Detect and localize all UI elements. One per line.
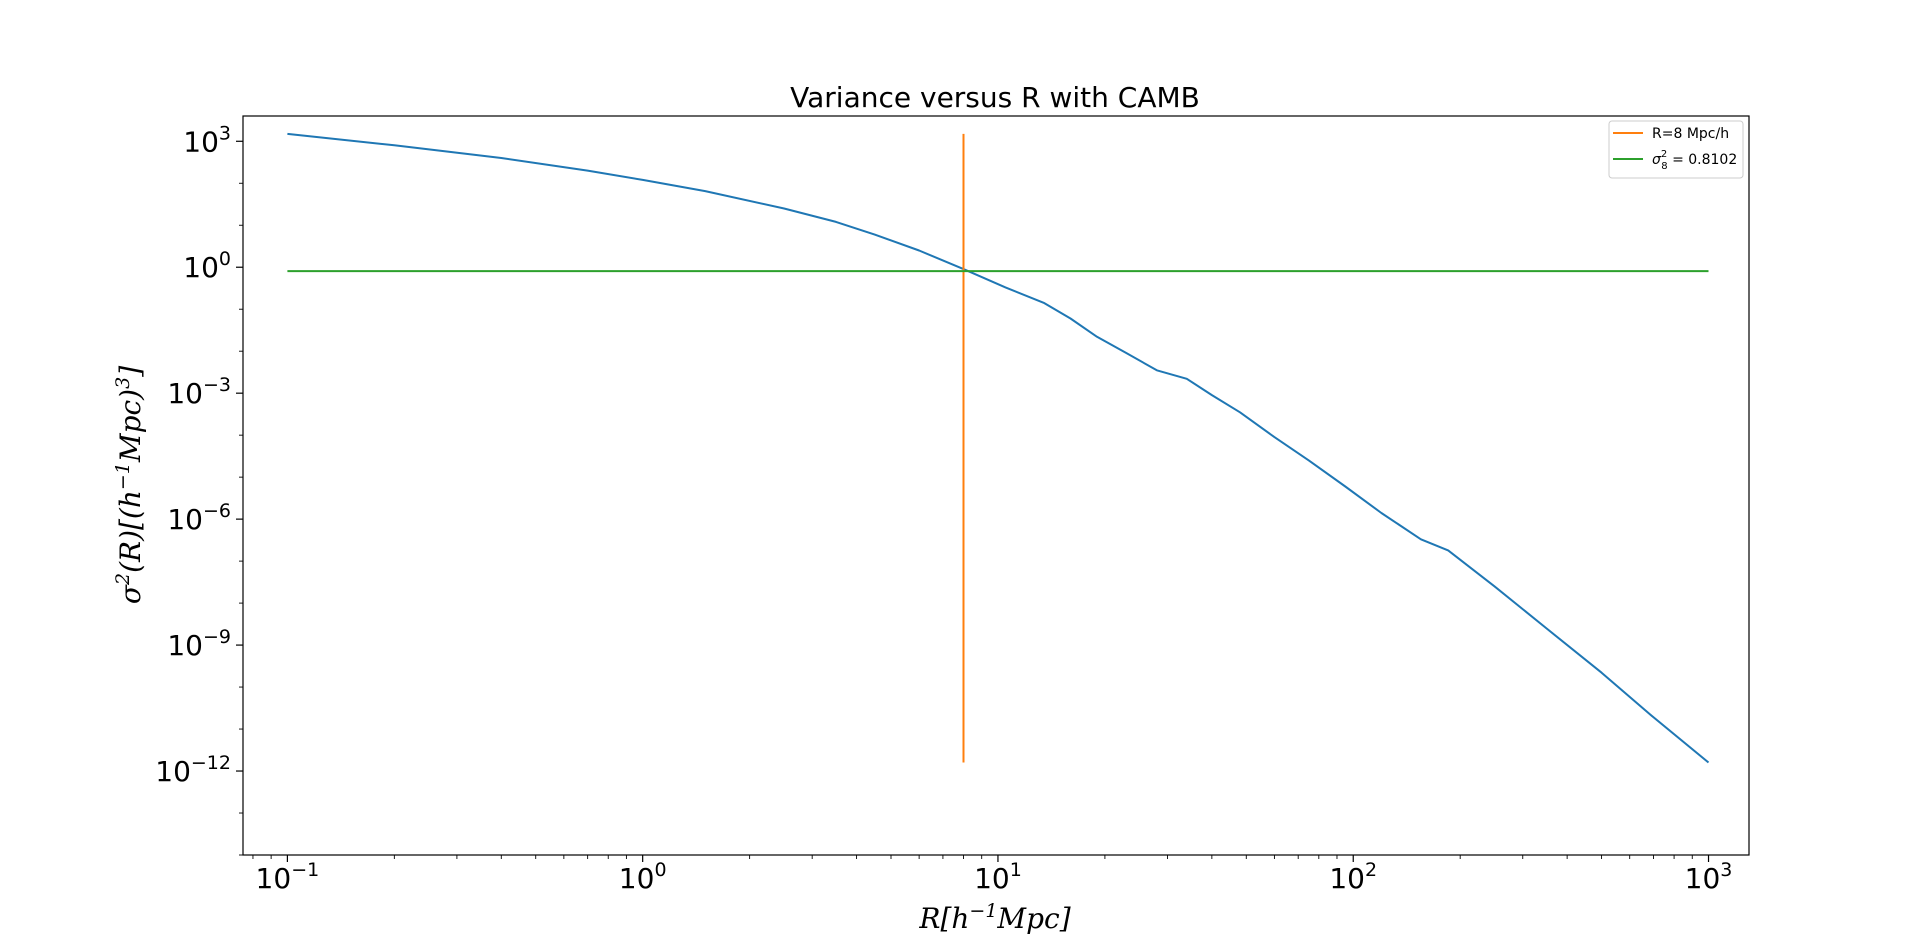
legend-label-sigma8: σ2 8 = 0.8102 — [1652, 149, 1737, 172]
x-axis-label: R[h−1Mpc] — [918, 900, 1070, 935]
legend-box — [1608, 120, 1744, 179]
x-tick-label: 103 — [1685, 859, 1733, 895]
x-tick-label: 10−1 — [256, 859, 320, 895]
y-tick-label: 103 — [183, 122, 231, 158]
series-layer — [287, 132, 1710, 764]
y-tick-label: 10−12 — [155, 752, 231, 788]
y-tick-label: 10−9 — [167, 626, 231, 662]
plot-frame — [242, 115, 1750, 856]
legend: R=8 Mpc/h σ2 8 = 0.8102 — [1608, 120, 1744, 179]
y-axis-ticks: 103 100 10−3 10−6 10−9 10−12 — [155, 122, 243, 856]
y-tick-label: 10−6 — [167, 500, 231, 536]
x-tick-label: 102 — [1329, 859, 1377, 895]
chart-title: Variance versus R with CAMB — [790, 81, 1200, 114]
x-axis-ticks: 10−1 100 101 102 103 — [252, 855, 1733, 895]
y-tick-label: 10−3 — [167, 374, 231, 410]
x-tick-label: 100 — [619, 859, 667, 895]
y-tick-label: 100 — [183, 248, 231, 284]
variance-curve — [287, 132, 1710, 764]
legend-label-r8: R=8 Mpc/h — [1652, 126, 1729, 142]
x-tick-label: 101 — [974, 859, 1022, 895]
y-axis-label: σ2(R)[(h−1Mpc)3] — [112, 366, 147, 604]
